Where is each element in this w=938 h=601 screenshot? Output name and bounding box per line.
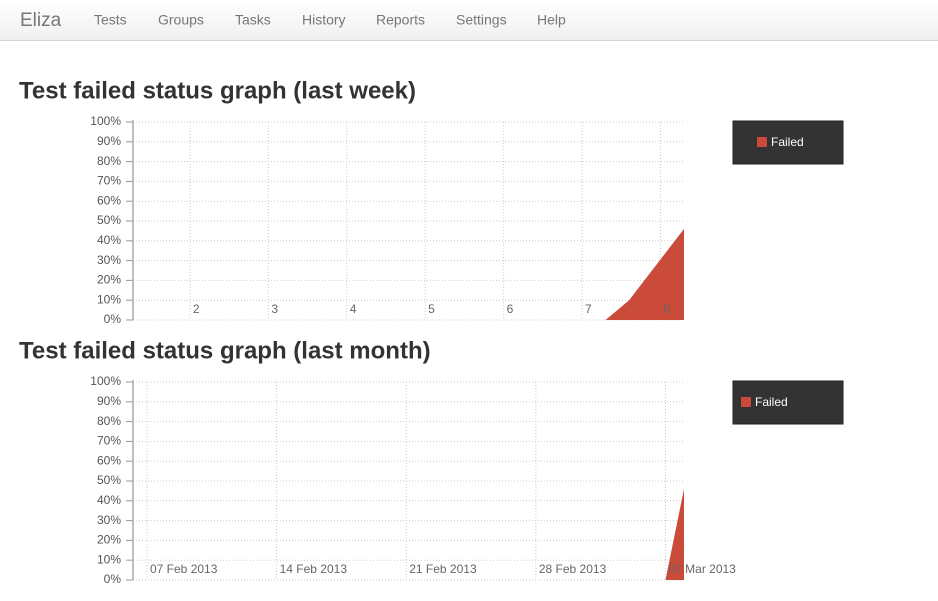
legend-box bbox=[732, 120, 844, 165]
x-tick-label: 07 Mar 2013 bbox=[668, 562, 736, 576]
y-tick-label: 90% bbox=[97, 134, 121, 148]
x-tick-label: 5 bbox=[428, 302, 435, 316]
x-tick-label: 21 Feb 2013 bbox=[409, 562, 477, 576]
nav-item[interactable]: Groups bbox=[158, 12, 204, 28]
nav-item[interactable]: History bbox=[302, 12, 346, 28]
y-tick-label: 40% bbox=[97, 493, 121, 507]
y-tick-label: 70% bbox=[97, 174, 121, 188]
y-tick-label: 20% bbox=[97, 273, 121, 287]
y-tick-label: 80% bbox=[97, 154, 121, 168]
nav-item[interactable]: Tasks bbox=[235, 12, 271, 28]
chart-title: Test failed status graph (last month) bbox=[19, 337, 431, 364]
legend-label: Failed bbox=[771, 135, 804, 149]
x-tick-label: 8 bbox=[663, 302, 670, 316]
y-tick-label: 10% bbox=[97, 552, 121, 566]
x-tick-label: 3 bbox=[271, 302, 278, 316]
y-tick-label: 50% bbox=[97, 473, 121, 487]
x-tick-label: 7 bbox=[585, 302, 592, 316]
brand[interactable]: Eliza bbox=[20, 10, 62, 31]
nav-item[interactable]: Tests bbox=[94, 12, 127, 28]
x-tick-label: 14 Feb 2013 bbox=[280, 562, 348, 576]
x-tick-label: 4 bbox=[350, 302, 357, 316]
area bbox=[665, 488, 684, 580]
y-tick-label: 10% bbox=[97, 292, 121, 306]
area bbox=[605, 228, 684, 320]
y-tick-label: 60% bbox=[97, 193, 121, 207]
navbar bbox=[0, 0, 938, 40]
y-tick-label: 90% bbox=[97, 394, 121, 408]
y-tick-label: 0% bbox=[104, 572, 122, 586]
y-tick-label: 70% bbox=[97, 434, 121, 448]
y-tick-label: 100% bbox=[90, 374, 121, 388]
y-tick-label: 80% bbox=[97, 414, 121, 428]
y-tick-label: 20% bbox=[97, 533, 121, 547]
x-tick-label: 2 bbox=[193, 302, 200, 316]
nav-item[interactable]: Settings bbox=[456, 12, 507, 28]
legend-label: Failed bbox=[755, 395, 788, 409]
y-tick-label: 50% bbox=[97, 213, 121, 227]
y-tick-label: 40% bbox=[97, 233, 121, 247]
y-tick-label: 60% bbox=[97, 453, 121, 467]
legend-box bbox=[732, 380, 844, 425]
x-tick-label: 6 bbox=[507, 302, 514, 316]
nav-item[interactable]: Reports bbox=[376, 12, 425, 28]
legend-swatch bbox=[757, 137, 767, 147]
y-tick-label: 30% bbox=[97, 253, 121, 267]
nav-item[interactable]: Help bbox=[537, 12, 566, 28]
x-tick-label: 07 Feb 2013 bbox=[150, 562, 218, 576]
chart-title: Test failed status graph (last week) bbox=[19, 77, 416, 104]
y-tick-label: 0% bbox=[104, 312, 122, 326]
x-tick-label: 28 Feb 2013 bbox=[539, 562, 607, 576]
y-tick-label: 100% bbox=[90, 114, 121, 128]
y-tick-label: 30% bbox=[97, 513, 121, 527]
legend-swatch bbox=[741, 397, 751, 407]
